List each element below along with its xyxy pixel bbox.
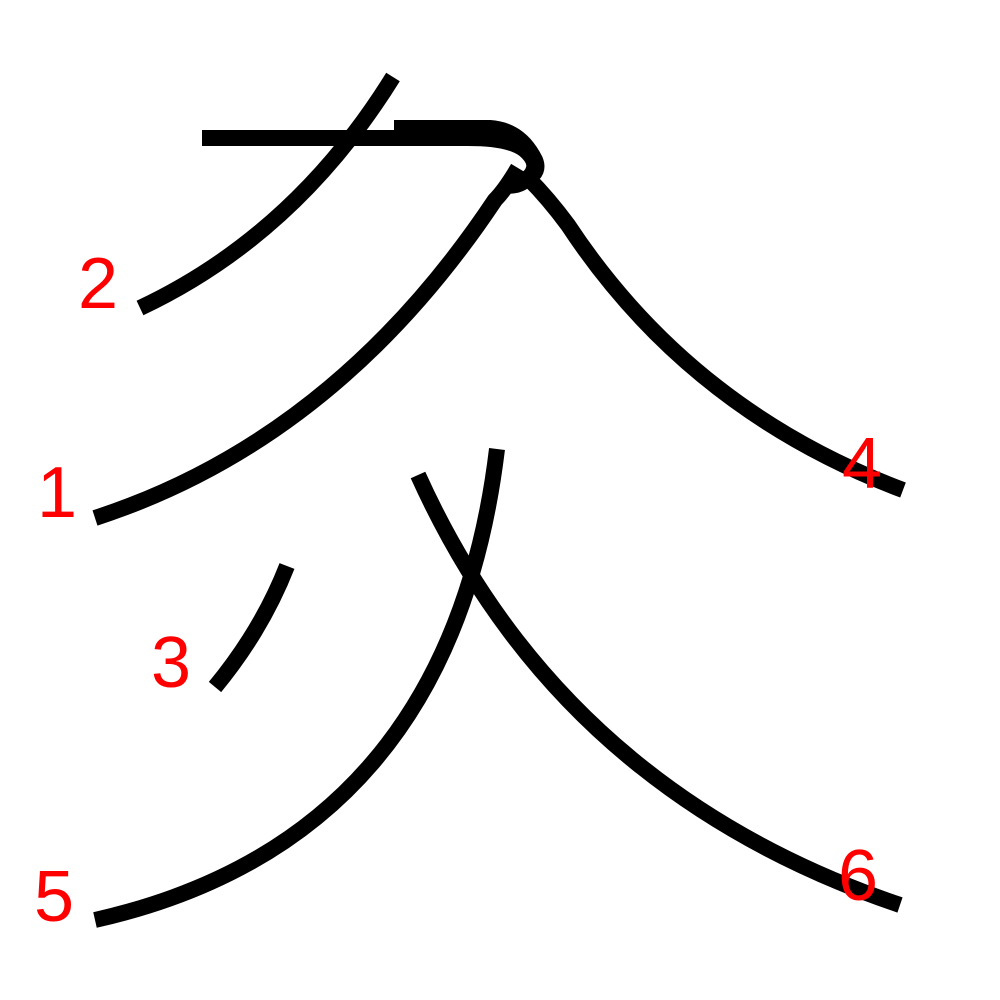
stroke-5-path bbox=[93, 448, 505, 928]
stroke-3-path bbox=[208, 563, 295, 693]
stroke-number-1: 1 bbox=[37, 453, 77, 533]
stroke-1-path bbox=[92, 130, 543, 526]
stroke-6-path bbox=[410, 471, 903, 913]
stroke-number-2: 2 bbox=[78, 244, 118, 324]
stroke-number-4: 4 bbox=[842, 424, 882, 504]
stroke-number-3: 3 bbox=[151, 623, 191, 703]
stroke-2-path bbox=[136, 72, 400, 316]
stroke-4-path bbox=[394, 120, 906, 498]
stroke-number-5: 5 bbox=[34, 857, 74, 937]
stroke-number-6: 6 bbox=[838, 836, 878, 916]
